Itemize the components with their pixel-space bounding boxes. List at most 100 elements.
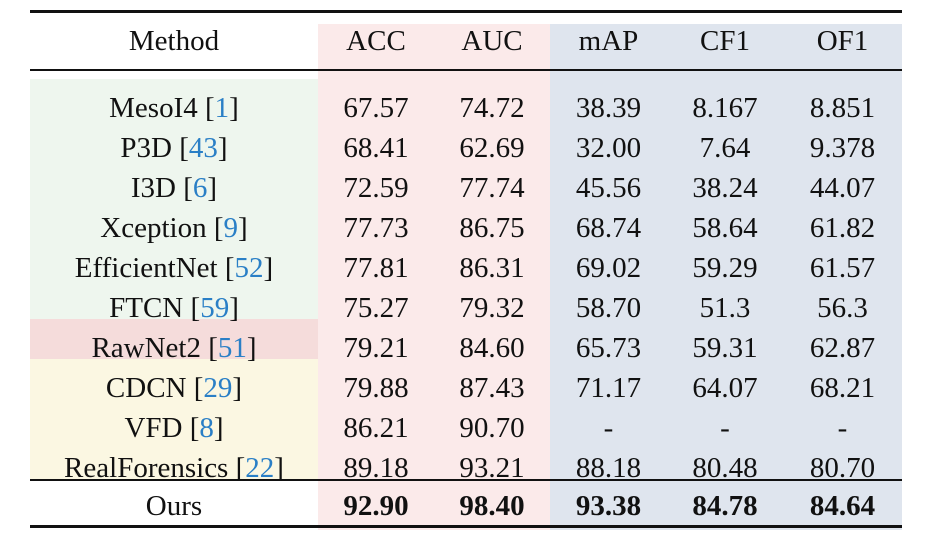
value-cell-acc: 72.59 (343, 172, 409, 204)
value-cell-of1: 68.21 (809, 372, 876, 404)
results-table: Method ACC AUC mAP CF1 OF1 MesoI4 [1] 67.57 74.7… (30, 10, 902, 530)
method-cell: VFD [8] (30, 408, 318, 448)
ours-value-cf1: 84.78 (692, 490, 758, 522)
value-cell-acc: 77.73 (343, 212, 409, 244)
method-name: FTCN (109, 292, 191, 324)
ours-value-of1: 84.64 (809, 490, 876, 522)
value-cell-map: 88.18 (575, 452, 642, 484)
method-cell: Xception [9] (30, 208, 318, 248)
value-cell-auc: 74.72 (459, 92, 525, 124)
citation: [43] (179, 132, 228, 164)
citation: [8] (189, 412, 224, 444)
value-cell-auc: 90.70 (459, 412, 525, 444)
method-cell: EfficientNet [52] (30, 248, 318, 288)
value-cell-of1: 44.07 (809, 172, 876, 204)
value-cell-auc: 87.43 (459, 372, 525, 404)
value-cell-cf1: 59.29 (692, 252, 758, 284)
value-cell-cf1: 80.48 (692, 452, 758, 484)
value-cell-cf1: 38.24 (692, 172, 758, 204)
method-cell: FTCN [59] (30, 288, 318, 328)
method-name: CDCN (105, 372, 194, 404)
value-cell-acc: 75.27 (343, 292, 409, 324)
value-cell-of1: 8.851 (809, 92, 876, 124)
value-cell-auc: 77.74 (459, 172, 525, 204)
ours-value-auc: 98.40 (459, 490, 525, 522)
method-cell: I3D [6] (30, 168, 318, 208)
value-cell-of1: - (837, 412, 848, 444)
value-cell-cf1: 59.31 (692, 332, 758, 364)
value-cell-acc: 86.21 (343, 412, 409, 444)
citation-number: 43 (188, 132, 218, 164)
citation: [6] (183, 172, 218, 204)
top-rule (30, 10, 902, 13)
value-cell-of1: 61.57 (809, 252, 876, 284)
header-map: mAP (578, 25, 639, 57)
header-of1: OF1 (816, 25, 869, 57)
value-cell-of1: 80.70 (809, 452, 876, 484)
citation-number: 22 (245, 452, 275, 484)
header-cf1: CF1 (700, 25, 750, 57)
method-name: I3D (130, 172, 184, 204)
value-cell-cf1: 8.167 (692, 92, 758, 124)
value-cell-acc: 67.57 (343, 92, 409, 124)
citation-number: 52 (234, 252, 264, 284)
map-f1-column-band (550, 24, 902, 530)
method-name: P3D (120, 132, 180, 164)
citation-number: 6 (192, 172, 208, 204)
value-cell-of1: 62.87 (809, 332, 876, 364)
method-name: EfficientNet (74, 252, 225, 284)
value-cell-map: 38.39 (575, 92, 642, 124)
citation-number: 59 (200, 292, 230, 324)
value-cell-auc: 62.69 (459, 132, 525, 164)
value-cell-of1: 9.378 (809, 132, 876, 164)
header-rule (30, 69, 902, 71)
value-cell-map: 58.70 (575, 292, 642, 324)
value-cell-cf1: 58.64 (692, 212, 758, 244)
method-group-band-green (30, 79, 318, 319)
method-name: VFD (124, 412, 190, 444)
citation-number: 29 (203, 372, 233, 404)
ours-rule (30, 479, 902, 481)
citation: [51] (208, 332, 257, 364)
ours-value-map: 93.38 (575, 490, 642, 522)
citation: [52] (224, 252, 274, 284)
value-cell-map: 32.00 (575, 132, 642, 164)
value-cell-acc: 79.21 (343, 332, 409, 364)
value-cell-auc: 93.21 (459, 452, 525, 484)
bottom-rule (30, 525, 902, 528)
value-cell-acc: 77.81 (343, 252, 409, 284)
method-name: RawNet2 (91, 332, 209, 364)
citation-number: 8 (199, 412, 214, 444)
value-cell-acc: 89.18 (343, 452, 409, 484)
ours-value-acc: 92.90 (343, 490, 409, 522)
value-cell-auc: 79.32 (459, 292, 525, 324)
value-cell-map: 69.02 (575, 252, 642, 284)
method-cell: P3D [43] (30, 128, 318, 168)
ours-method-cell: Ours (145, 490, 203, 522)
citation: [1] (205, 92, 239, 124)
header-acc: ACC (346, 25, 406, 57)
method-name: RealForensics (64, 452, 236, 484)
method-group-band-red (30, 319, 318, 359)
header-method: Method (128, 25, 220, 57)
method-cell: RawNet2 [51] (30, 328, 318, 368)
header-auc: AUC (461, 25, 523, 57)
method-name: Xception (100, 212, 214, 244)
citation-number: 51 (217, 332, 247, 364)
value-cell-of1: 61.82 (809, 212, 876, 244)
value-cell-cf1: 7.64 (699, 132, 751, 164)
method-cell: CDCN [29] (30, 368, 318, 408)
citation: [59] (190, 292, 239, 324)
method-group-band-yellow (30, 359, 318, 479)
method-name: MesoI4 (109, 92, 205, 124)
method-cell: MesoI4 [1] (30, 88, 318, 128)
citation: [29] (193, 372, 243, 404)
value-cell-cf1: 64.07 (692, 372, 758, 404)
value-cell-map: 65.73 (575, 332, 642, 364)
method-cell: RealForensics [22] (30, 448, 318, 488)
value-cell-map: 45.56 (575, 172, 642, 204)
citation-number: 9 (223, 212, 239, 244)
acc-auc-column-band (318, 24, 550, 530)
value-cell-cf1: 51.3 (699, 292, 751, 324)
value-cell-auc: 86.31 (459, 252, 525, 284)
